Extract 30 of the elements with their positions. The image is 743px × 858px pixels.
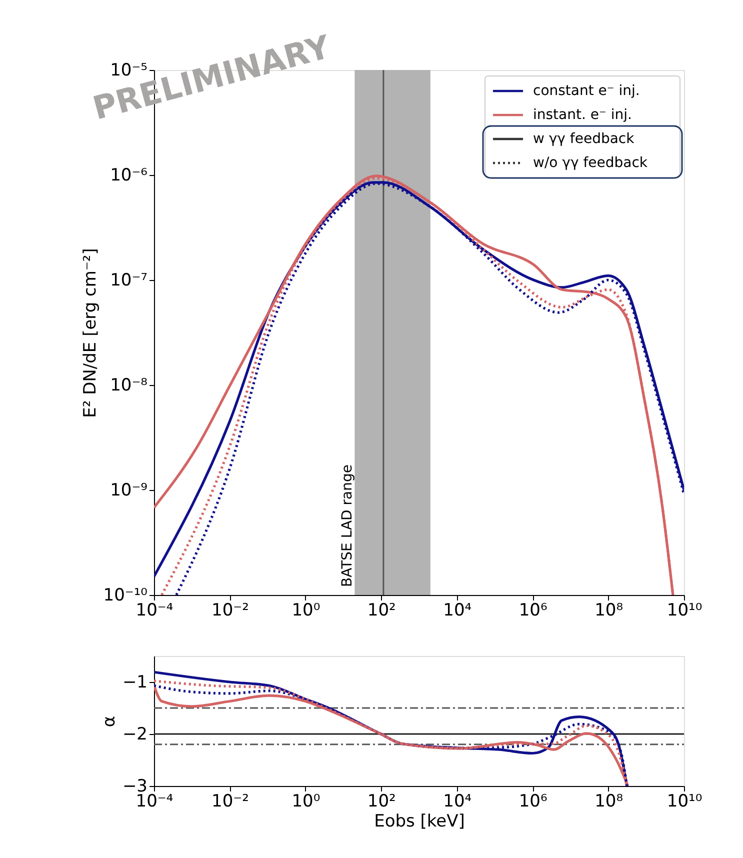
y-axis-title: E² DN/dE [erg cm⁻²] xyxy=(80,248,100,418)
x-tick-label: 10⁰ xyxy=(292,600,320,620)
x-tick-label: 10⁻² xyxy=(212,600,249,620)
x-tick-label: 10⁶ xyxy=(518,600,548,620)
x-tick-label: 10⁶ xyxy=(518,792,548,812)
x-tick-label: 10⁸ xyxy=(594,792,624,812)
band-label: BATSE LAD range xyxy=(340,464,356,587)
y-tick-label: −1 xyxy=(122,672,148,692)
y-axis-title: α xyxy=(99,716,120,728)
x-tick-label: 10⁻⁴ xyxy=(136,600,174,620)
x-tick-label: 10² xyxy=(367,600,396,620)
annotation: w γγ feedback xyxy=(533,131,636,147)
x-tick-label: 10¹⁰ xyxy=(666,792,702,812)
x-tick-label: 10² xyxy=(367,792,396,812)
y-tick-label: 10⁻⁷ xyxy=(110,270,148,290)
x-tick-label: 10⁻² xyxy=(212,792,249,812)
y-tick-label: 10⁻⁶ xyxy=(110,166,148,186)
legend-label: constant e⁻ inj. xyxy=(533,83,640,99)
x-tick-label: 10⁴ xyxy=(443,600,472,620)
x-tick-label: 10⁰ xyxy=(292,792,320,812)
annotation: w/o γγ feedback xyxy=(533,155,648,171)
y-tick-label: 10⁻⁸ xyxy=(110,376,148,396)
x-tick-label: 10¹⁰ xyxy=(666,600,702,620)
y-tick-label: −2 xyxy=(122,724,148,744)
legend-label: instant. e⁻ inj. xyxy=(533,107,632,123)
y-tick-label: 10⁻⁹ xyxy=(110,480,148,500)
x-tick-label: 10⁻⁴ xyxy=(136,792,174,812)
x-tick-label: 10⁸ xyxy=(594,600,624,620)
x-tick-label: 10⁴ xyxy=(443,792,472,812)
x-axis-title: Eobs [keV] xyxy=(374,812,465,832)
